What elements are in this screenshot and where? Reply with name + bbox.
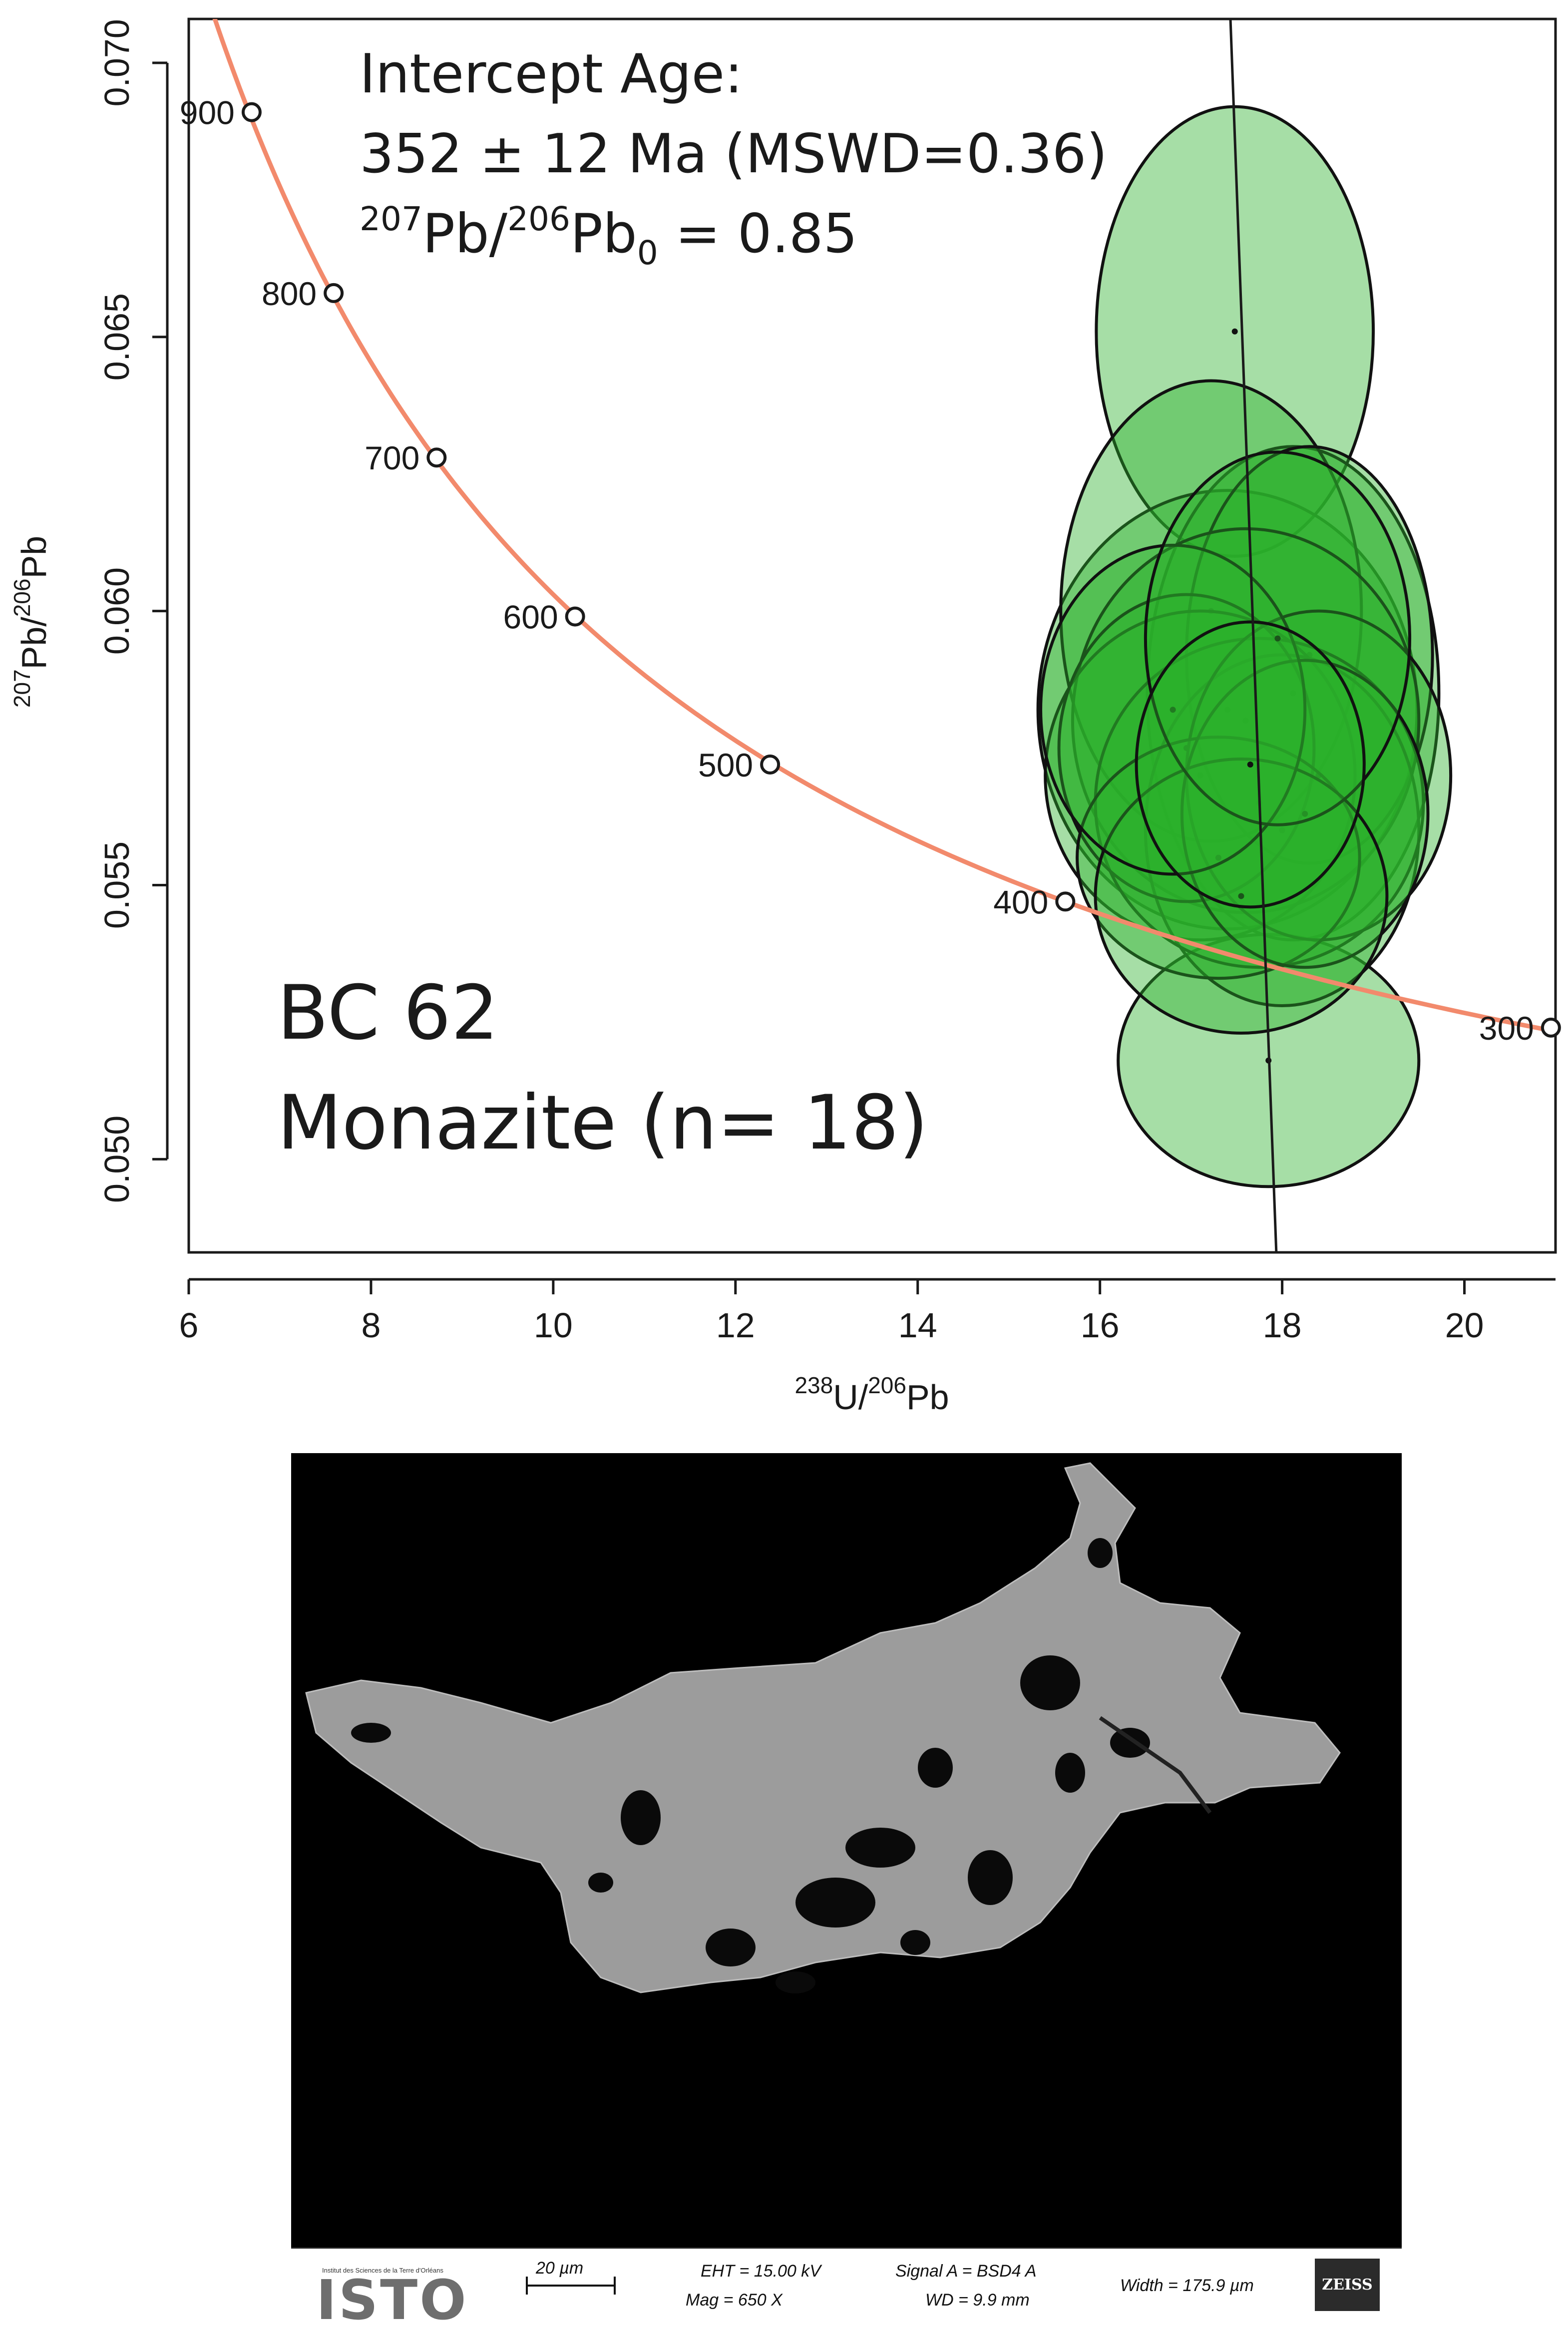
ellipse-center-point <box>1215 854 1221 861</box>
x-tick-label: 8 <box>361 1306 381 1345</box>
error-ellipses <box>1036 105 1453 1188</box>
grain-crack <box>1099 1716 1212 1814</box>
x-tick-label: 12 <box>716 1306 755 1345</box>
ellipse-center-point <box>1231 328 1238 335</box>
grain-body <box>305 1462 1341 1993</box>
sample-name: BC 62 <box>277 970 499 1057</box>
eht-label: EHT = 15.00 kV <box>701 2262 821 2281</box>
age-marker-label: 400 <box>993 883 1048 920</box>
isto-logo: Institut des Sciences de la Terre d'Orlé… <box>306 2263 471 2328</box>
isto-logo-text: ISTO <box>316 2268 468 2332</box>
ellipse-center-point <box>1242 718 1249 724</box>
ellipse-center-point <box>1279 827 1285 833</box>
intercept-value: 352 ± 12 Ma (MSWD=0.36) <box>360 123 1108 185</box>
age-marker <box>241 102 262 122</box>
monazite-grain <box>305 1462 1341 1993</box>
x-tick-label: 10 <box>534 1306 573 1345</box>
age-marker <box>1541 1017 1561 1038</box>
wd-label: WD = 9.9 mm <box>925 2291 1030 2310</box>
initial-ratio-mid: Pb/ <box>422 203 508 265</box>
scale-bar-label: 20 µm <box>536 2259 584 2278</box>
age-marker <box>1055 891 1076 912</box>
initial-ratio-sup1: 207 <box>360 200 422 238</box>
y-tick-label: 0.055 <box>97 841 136 929</box>
age-marker-label: 700 <box>365 439 419 476</box>
scale-bar <box>526 2285 616 2287</box>
x-tick-label: 18 <box>1263 1306 1302 1345</box>
initial-ratio-base: Pb <box>570 203 637 265</box>
age-marker-label: 800 <box>262 275 317 312</box>
initial-ratio-label: 207Pb/206Pb0 = 0.85 <box>360 200 857 272</box>
age-marker-label: 500 <box>698 747 753 783</box>
ellipse-center-point <box>1170 707 1176 713</box>
sem-info-bar: Institut des Sciences de la Terre d'Orlé… <box>291 2247 1402 2328</box>
initial-ratio-sup2: 206 <box>507 200 570 238</box>
age-marker-label: 300 <box>1479 1010 1534 1047</box>
zeiss-logo: ZEISS <box>1315 2259 1380 2311</box>
mineral-label: Monazite (n= 18) <box>277 1080 928 1166</box>
age-markers: 900 800 700 600 500 400 300 <box>180 94 1561 1047</box>
x-tick-label: 6 <box>179 1306 199 1345</box>
age-marker-label: 900 <box>180 94 235 131</box>
x-tick-label: 16 <box>1081 1306 1120 1345</box>
ellipse-center-point <box>1274 635 1281 642</box>
isto-institute-line: Institut des Sciences de la Terre d'Orlé… <box>322 2267 443 2274</box>
ellipse-center-point <box>1247 761 1253 768</box>
y-tick-label: 0.065 <box>97 293 136 381</box>
y-tick-label: 0.050 <box>97 1116 136 1203</box>
sem-bse-image <box>291 1453 1402 2247</box>
y-tick-label: 0.060 <box>97 567 136 655</box>
age-marker-label: 600 <box>503 599 558 636</box>
grain-holes <box>351 1538 1150 1993</box>
plot-frame <box>187 17 1557 1254</box>
initial-ratio-sub: 0 <box>637 234 658 272</box>
scale-bar-tick-left <box>526 2277 528 2295</box>
width-label: Width = 175.9 µm <box>1120 2276 1254 2295</box>
initial-ratio-tail: = 0.85 <box>658 203 858 265</box>
scale-bar-tick-right <box>614 2277 616 2295</box>
concordia-chart: 900 800 700 600 500 400 300 6 8 10 12 14 16 18 20 0.05… <box>9 17 1561 1417</box>
intercept-title: Intercept Age: <box>360 43 743 105</box>
y-axis-title: 207Pb/206Pb <box>9 536 53 708</box>
mag-label: Mag = 650 X <box>686 2291 783 2310</box>
axes: 6 8 10 12 14 16 18 20 0.050 0.055 0.060 0.065 0.070 <box>97 19 1556 1345</box>
ellipse-center-point <box>1302 810 1308 817</box>
age-marker <box>760 754 781 775</box>
x-tick-label: 14 <box>898 1306 937 1345</box>
signal-label: Signal A = BSD4 A <box>895 2262 1037 2281</box>
age-marker <box>426 447 447 468</box>
age-marker <box>565 606 585 627</box>
ellipse-center-point <box>1290 690 1296 697</box>
ellipse-center-point <box>1197 772 1203 778</box>
y-tick-label: 0.070 <box>97 19 136 106</box>
ellipse-center-point <box>1238 893 1244 899</box>
age-marker <box>324 283 344 303</box>
x-axis-title: 238U/206Pb <box>794 1372 949 1417</box>
x-tick-label: 20 <box>1445 1306 1484 1345</box>
discordia-line <box>1229 19 1278 1252</box>
ellipse-center-point <box>1224 707 1231 713</box>
